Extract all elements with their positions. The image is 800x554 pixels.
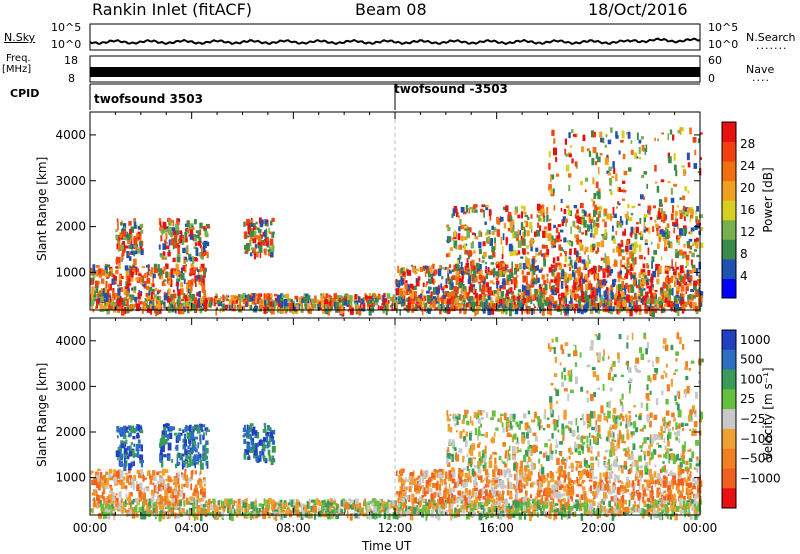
cpid-segment-2: twofsound -3503 (394, 82, 508, 96)
velocity-colorbar-tick-7: −1000 (740, 471, 781, 485)
power-colorbar-swatch-1 (722, 258, 736, 279)
x-tick-label-3: 12:00 (378, 521, 413, 535)
x-tick-label-4: 16:00 (479, 521, 514, 535)
power-colorbar-tick-6: 28 (740, 137, 755, 151)
nave-label: Nave (746, 63, 775, 76)
beam-label: Beam 08 (355, 0, 427, 19)
noise-ytick-left-bottom: 10^0 (51, 38, 82, 51)
power-ytick-label-1: 2000 (55, 220, 86, 234)
power-colorbar-tick-3: 16 (740, 203, 755, 217)
velocity-colorbar-tick-6: −500 (740, 452, 773, 466)
power-colorbar-tick-2: 12 (740, 225, 755, 239)
velocity-colorbar-tick-5: −100 (740, 432, 773, 446)
velocity-colorbar-swatch-8 (722, 488, 736, 509)
nave-dots: ···· (752, 74, 770, 87)
velocity-colorbar-swatch-7 (722, 468, 736, 489)
x-axis-label: Time UT (362, 539, 412, 553)
velocity-ytick-label-3: 4000 (55, 334, 86, 348)
power-ytick-label-3: 4000 (55, 128, 86, 142)
velocity-colorbar-tick-0: 1000 (740, 333, 771, 347)
power-colorbar-swatch-2 (722, 239, 736, 260)
date-label: 18/Oct/2016 (588, 0, 688, 19)
nsearch-label: N.Search (746, 31, 796, 44)
noise-panel-frame (89, 23, 701, 51)
power-colorbar-swatch-5 (722, 180, 736, 201)
power-colorbar-swatch-3 (722, 219, 736, 240)
cpid-segment-1: twofsound 3503 (94, 92, 203, 106)
velocity-colorbar-swatch-0 (722, 330, 736, 351)
velocity-ytick-label-2: 3000 (55, 379, 86, 393)
freq-label: Freq. (6, 53, 31, 64)
freq-ytick-right-bottom: 0 (708, 72, 715, 85)
station-title: Rankin Inlet (fitACF) (92, 0, 253, 19)
x-tick-label-1: 04:00 (174, 521, 209, 535)
power-ytick-label-2: 3000 (55, 174, 86, 188)
power-colorbar-swatch-7 (722, 141, 736, 162)
velocity-echoes (90, 332, 704, 522)
velocity-colorbar-tick-2: 100 (740, 372, 763, 386)
velocity-colorbar-swatch-2 (722, 369, 736, 390)
power-ytick-label-0: 1000 (55, 265, 86, 279)
velocity-colorbar-swatch-5 (722, 428, 736, 450)
velocity-colorbar-tick-4: −25 (740, 412, 765, 426)
freq-ytick-left-top: 18 (64, 54, 78, 67)
x-tick-label-5: 20:00 (581, 521, 616, 535)
power-echoes (90, 127, 704, 317)
noise-ytick-right-bottom: 10^0 (708, 38, 739, 51)
freq-ytick-left-bottom: 8 (68, 72, 75, 85)
nsky-label: N.Sky (4, 31, 36, 44)
velocity-ytick-label-1: 2000 (55, 425, 86, 439)
nsearch-dots: ······· (756, 42, 788, 55)
power-colorbar-tick-1: 8 (740, 247, 748, 261)
noise-ytick-right-top: 10^5 (708, 21, 739, 34)
velocity-colorbar-swatch-3 (722, 389, 736, 410)
velocity-colorbar-tick-3: 25 (740, 392, 755, 406)
power-colorbar-swatch-4 (722, 200, 736, 221)
power-colorbar-tick-0: 4 (740, 269, 748, 283)
velocity-colorbar-frame (721, 329, 737, 509)
power-colorbar-frame (721, 121, 737, 299)
velocity-colorbar-swatch-4 (722, 409, 736, 430)
power-colorbar-tick-4: 20 (740, 181, 755, 195)
x-tick-label-0: 00:00 (73, 521, 108, 535)
freq-trace (90, 67, 700, 77)
x-tick-label-6: 00:00 (683, 521, 718, 535)
noise-trace (89, 37, 701, 46)
velocity-colorbar-swatch-6 (722, 448, 736, 469)
power-colorbar-tick-5: 24 (740, 159, 755, 173)
cpid-label: CPID (10, 87, 40, 100)
power-colorbar-swatch-0 (722, 278, 736, 299)
power-colorbar-swatch-8 (722, 122, 736, 143)
freq-ytick-right-top: 60 (708, 54, 722, 67)
velocity-colorbar-swatch-1 (722, 349, 736, 371)
power-colorbar-swatch-6 (722, 161, 736, 182)
x-tick-label-2: 08:00 (276, 521, 311, 535)
noise-ytick-left-top: 10^5 (51, 21, 82, 34)
velocity-colorbar-tick-1: 500 (740, 353, 763, 367)
velocity-ytick-label-0: 1000 (55, 471, 86, 485)
freq-unit-label: [MHz] (2, 64, 32, 75)
